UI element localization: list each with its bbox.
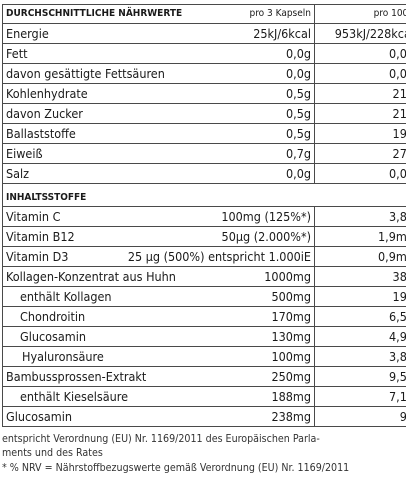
ingredient-name: Vitamin C <box>6 209 61 224</box>
table-title: DURCHSCHNITTLICHE NÄHRWERTE <box>6 8 183 19</box>
table-header-row: DURCHSCHNITTLICHE NÄHRWERTE pro 3 Kapsel… <box>2 4 406 24</box>
ingredient-per100: 3,8g <box>314 346 406 367</box>
nutrient-row: davon gesättigte Fettsäuren 0,0g 0,0g <box>2 63 406 84</box>
ingredient-portion: 500mg <box>271 289 311 304</box>
nutrient-name: Fett <box>6 46 28 61</box>
nutrient-per100: 0,0g <box>314 63 406 84</box>
nutrient-portion: 25kJ/6kcal <box>253 26 311 41</box>
ingredient-name: Kollagen-Konzentrat aus Huhn <box>6 269 176 284</box>
nutrient-name: davon gesättigte Fettsäuren <box>6 66 165 81</box>
nutrient-portion: 0,0g <box>285 166 311 181</box>
nutrient-row: Energie 25kJ/6kcal 953kJ/228kcal <box>2 23 406 44</box>
ingredient-portion: 130mg <box>271 329 311 344</box>
nutrient-row: Ballaststoffe 0,5g 19g <box>2 123 406 144</box>
ingredient-name: Bambussprossen-Extrakt <box>6 369 147 384</box>
ingredient-row: Vitamin C 100mg (125%*) 3,8g <box>2 206 406 227</box>
nutrient-portion: 0,5g <box>285 106 311 121</box>
ingredient-per100: 1,9mg <box>314 226 406 247</box>
nutrient-name: Energie <box>6 26 49 41</box>
ingredient-per100: 0,9mg <box>314 246 406 267</box>
nutrient-row: Eiweiß 0,7g 27g <box>2 143 406 164</box>
ingredients-title: INHALTSSTOFFE <box>6 192 87 203</box>
nutrient-per100: 21g <box>314 103 406 124</box>
ingredient-name: Vitamin D3 <box>6 249 69 264</box>
nutrient-per100: 19g <box>314 123 406 144</box>
ingredient-per100: 4,9g <box>314 326 406 347</box>
ingredient-per100: 7,1g <box>314 386 406 407</box>
ingredient-portion: 238mg <box>271 409 311 424</box>
ingredient-row: Vitamin B12 50µg (2.000%*) 1,9mg <box>2 226 406 247</box>
footnote-line: entspricht Verordnung (EU) Nr. 1169/2011… <box>2 433 320 445</box>
nutrient-row: Fett 0,0g 0,0g <box>2 43 406 64</box>
ingredient-name: enthält Kieselsäure <box>20 389 129 404</box>
ingredient-row: Chondroitin 170mg 6,5g <box>2 306 406 327</box>
nutrient-portion: 0,0g <box>285 46 311 61</box>
ingredient-row: Hyaluronsäure 100mg 3,8g <box>2 346 406 367</box>
ingredient-row: Glucosamin 130mg 4,9g <box>2 326 406 347</box>
ingredient-per100: 6,5g <box>314 306 406 327</box>
ingredient-per100: 38g <box>314 266 406 287</box>
ingredient-portion: 100mg <box>271 349 311 364</box>
ingredients-section-row: INHALTSSTOFFE <box>2 183 406 207</box>
ingredient-portion: 188mg <box>271 389 311 404</box>
nutrient-per100: 27g <box>314 143 406 164</box>
footnote: entspricht Verordnung (EU) Nr. 1169/2011… <box>2 432 404 475</box>
nutrient-name: Ballaststoffe <box>6 126 76 141</box>
ingredient-row: Glucosamin 238mg 9g <box>2 406 406 427</box>
nutrition-label: DURCHSCHNITTLICHE NÄHRWERTE pro 3 Kapsel… <box>2 4 406 427</box>
nutrient-name: Eiweiß <box>6 146 43 161</box>
ingredient-portion: 25 µg (500%) entspricht 1.000iE <box>127 249 311 264</box>
ingredient-per100: 3,8g <box>314 206 406 227</box>
ingredient-name: Glucosamin <box>20 329 86 344</box>
nutrient-row: Salz 0,0g 0,0g <box>2 163 406 184</box>
ingredient-portion: 1000mg <box>264 269 311 284</box>
ingredient-name: Glucosamin <box>6 409 72 424</box>
ingredient-name: Chondroitin <box>20 309 86 324</box>
ingredient-name: enthält Kollagen <box>20 289 112 304</box>
ingredient-portion: 170mg <box>271 309 311 324</box>
header-cell: DURCHSCHNITTLICHE NÄHRWERTE pro 3 Kapsel… <box>2 4 315 24</box>
ingredient-portion: 250mg <box>271 369 311 384</box>
footnote-line: ments und des Rates <box>2 447 103 460</box>
footnote-nrv-line: * % NRV = Nährstoffbezugswerte gemäß Ver… <box>2 461 350 474</box>
nutrient-per100: 953kJ/228kcal <box>314 23 406 44</box>
ingredients-title-spacer <box>314 183 406 207</box>
ingredient-row: enthält Kollagen 500mg 19g <box>2 286 406 307</box>
ingredient-per100: 9g <box>314 406 406 427</box>
column-header-100g: pro 100g <box>314 4 406 24</box>
nutrient-per100: 21g <box>314 83 406 104</box>
nutrient-portion: 0,5g <box>285 86 311 101</box>
nutrient-portion: 0,7g <box>285 146 311 161</box>
nutrient-name: Kohlenhydrate <box>6 86 88 101</box>
nutrient-portion: 0,0g <box>285 66 311 81</box>
ingredient-per100: 9,5g <box>314 366 406 387</box>
nutrient-name: davon Zucker <box>6 106 83 121</box>
nutrient-row: Kohlenhydrate 0,5g 21g <box>2 83 406 104</box>
ingredient-name: Vitamin B12 <box>6 229 75 244</box>
ingredient-row: Kollagen-Konzentrat aus Huhn 1000mg 38g <box>2 266 406 287</box>
ingredient-portion: 100mg (125%*) <box>221 209 311 224</box>
ingredient-portion: 50µg (2.000%*) <box>221 229 311 244</box>
nutrient-per100: 0,0g <box>314 43 406 64</box>
ingredient-row: enthält Kieselsäure 188mg 7,1g <box>2 386 406 407</box>
ingredient-row: Vitamin D3 25 µg (500%) entspricht 1.000i… <box>2 246 406 267</box>
nutrient-name: Salz <box>6 166 30 181</box>
nutrient-portion: 0,5g <box>285 126 311 141</box>
ingredient-per100: 19g <box>314 286 406 307</box>
ingredient-name: Hyaluronsäure <box>22 349 104 364</box>
nutrient-row: davon Zucker 0,5g 21g <box>2 103 406 124</box>
column-header-portion: pro 3 Kapseln <box>249 8 311 19</box>
nutrition-table: DURCHSCHNITTLICHE NÄHRWERTE pro 3 Kapsel… <box>2 4 406 427</box>
nutrient-per100: 0,0g <box>314 163 406 184</box>
ingredient-row: Bambussprossen-Extrakt 250mg 9,5g <box>2 366 406 387</box>
